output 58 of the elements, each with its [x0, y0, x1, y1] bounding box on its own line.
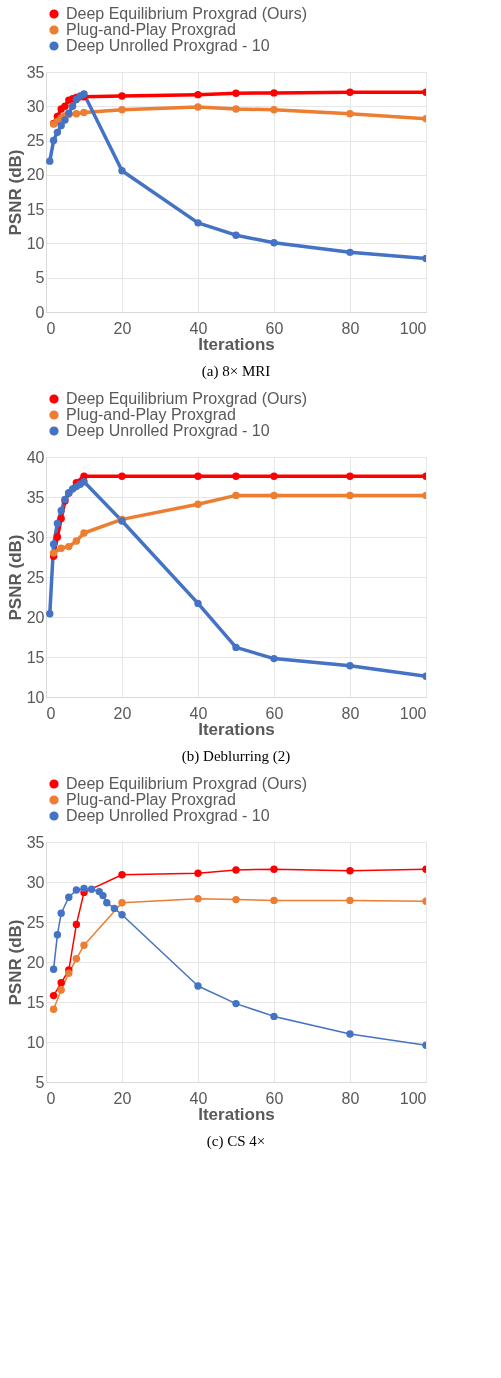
x-axis-title: Iterations	[198, 719, 275, 739]
y-tick-label: 5	[35, 269, 45, 287]
x-tick-label: 20	[113, 319, 132, 337]
y-tick-label: 10	[26, 688, 45, 706]
x-tick-label: 80	[341, 319, 360, 337]
x-tick-label: 20	[113, 704, 132, 722]
legend-label: Plug-and-Play Proxgrad	[66, 791, 236, 808]
x-tick-label: 20	[113, 1089, 132, 1107]
legend-label: Deep Equilibrium Proxgrad (Ours)	[66, 775, 307, 792]
legend-label: Deep Unrolled Proxgrad - 10	[66, 807, 270, 824]
legend-label: Plug-and-Play Proxgrad	[66, 406, 236, 423]
y-tick-label: 10	[26, 1033, 45, 1051]
y-tick-label: 30	[26, 97, 45, 115]
y-tick-label: 10	[26, 234, 45, 252]
text: (c) CS 4×	[206, 1133, 266, 1150]
x-tick-label: 0	[46, 1089, 56, 1107]
x-tick-label: 40	[189, 1089, 208, 1107]
y-tick-label: 40	[26, 448, 45, 466]
legend-label: Deep Equilibrium Proxgrad (Ours)	[66, 5, 307, 22]
y-axis-title: PSNR (dB)	[5, 534, 25, 621]
x-tick-label: 80	[341, 1089, 360, 1107]
x-axis-title: Iterations	[198, 334, 275, 354]
y-tick-label: 20	[26, 608, 45, 626]
y-axis-title: PSNR (dB)	[5, 919, 25, 1006]
text: (b) Deblurring (2)	[181, 748, 291, 765]
y-tick-label: 0	[35, 303, 45, 321]
y-tick-label: 35	[26, 63, 45, 81]
x-tick-label: 40	[189, 319, 208, 337]
legend-label: Plug-and-Play Proxgrad	[66, 21, 236, 38]
x-tick-label: 100	[399, 704, 427, 722]
legend-label: Deep Unrolled Proxgrad - 10	[66, 422, 270, 439]
y-tick-label: 25	[26, 132, 45, 150]
y-tick-label: 5	[35, 1073, 45, 1091]
x-tick-label: 100	[399, 1089, 427, 1107]
y-tick-label: 15	[26, 200, 45, 218]
y-tick-label: 15	[26, 993, 45, 1011]
y-tick-label: 20	[26, 166, 45, 184]
text: (a) 8× MRI	[201, 363, 271, 380]
y-tick-label: 30	[26, 528, 45, 546]
x-tick-label: 0	[46, 319, 56, 337]
y-tick-label: 25	[26, 568, 45, 586]
x-tick-label: 80	[341, 704, 360, 722]
x-tick-label: 60	[265, 1089, 284, 1107]
y-tick-label: 30	[26, 873, 45, 891]
x-axis-title: Iterations	[198, 1104, 275, 1124]
x-tick-label: 60	[265, 704, 284, 722]
legend-label: Deep Equilibrium Proxgrad (Ours)	[66, 390, 307, 407]
y-tick-label: 20	[26, 953, 45, 971]
x-tick-label: 0	[46, 704, 56, 722]
y-tick-label: 15	[26, 648, 45, 666]
legend-label: Deep Unrolled Proxgrad - 10	[66, 37, 270, 54]
y-axis-title: PSNR (dB)	[5, 149, 25, 236]
y-tick-label: 25	[26, 913, 45, 931]
y-tick-label: 35	[26, 833, 45, 851]
x-tick-label: 60	[265, 319, 284, 337]
x-tick-label: 40	[189, 704, 208, 722]
x-tick-label: 100	[399, 319, 427, 337]
y-tick-label: 35	[26, 488, 45, 506]
